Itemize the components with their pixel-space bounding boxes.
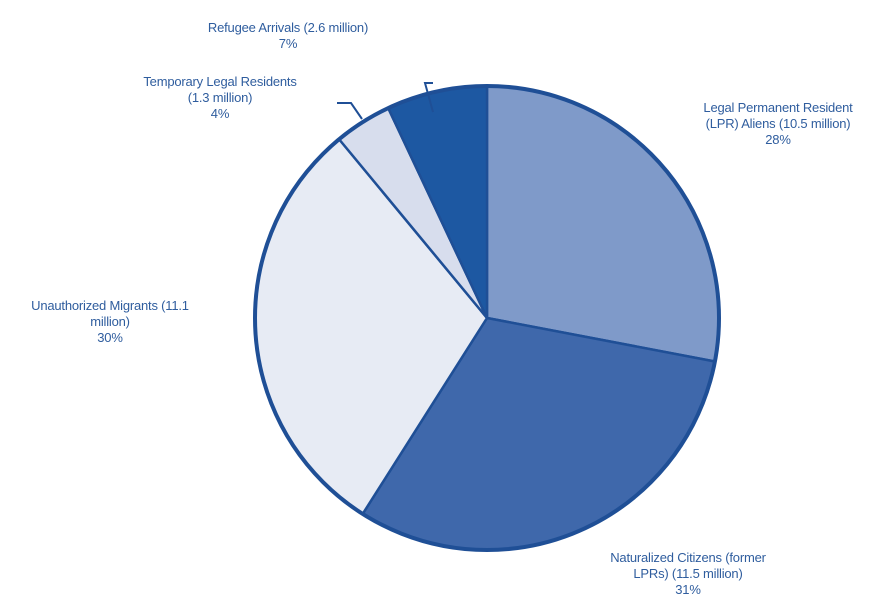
pie-slices: [253, 84, 721, 552]
label-naturalized-percent: 31%: [675, 582, 701, 597]
refugee-leader-line: [423, 82, 434, 113]
label-lpr-line1: Legal Permanent Resident: [703, 100, 853, 115]
label-naturalized-citizens: Naturalized Citizens (former LPRs) (11.5…: [563, 550, 813, 598]
label-refugee-arrivals: Refugee Arrivals (2.6 million) 7%: [168, 20, 408, 52]
label-refugee-line1: Refugee Arrivals (2.6 million): [207, 20, 369, 35]
pie-outline: [253, 84, 721, 552]
label-refugee-percent: 7%: [278, 36, 298, 51]
label-unauthorized-line1: Unauthorized Migrants (11.1: [31, 298, 189, 313]
label-lpr-percent: 28%: [765, 132, 791, 147]
label-temporary-line1: Temporary Legal Residents: [143, 74, 297, 89]
label-naturalized-line1: Naturalized Citizens (former: [610, 550, 766, 565]
label-temporary-percent: 4%: [210, 106, 230, 121]
label-temporary-legal-residents: Temporary Legal Residents (1.3 million) …: [105, 74, 335, 122]
temporary-leader-line: [337, 102, 363, 120]
label-legal-permanent-residents: Legal Permanent Resident (LPR) Aliens (1…: [658, 100, 887, 148]
label-unauthorized-migrants: Unauthorized Migrants (11.1 million) 30%: [5, 298, 215, 346]
label-temporary-line2: (1.3 million): [187, 90, 253, 105]
label-naturalized-line2: LPRs) (11.5 million): [633, 566, 743, 581]
label-lpr-line2: (LPR) Aliens (10.5 million): [705, 116, 851, 131]
label-unauthorized-line2: million): [90, 314, 130, 329]
leader-lines: [337, 82, 434, 120]
label-unauthorized-percent: 30%: [97, 330, 123, 345]
